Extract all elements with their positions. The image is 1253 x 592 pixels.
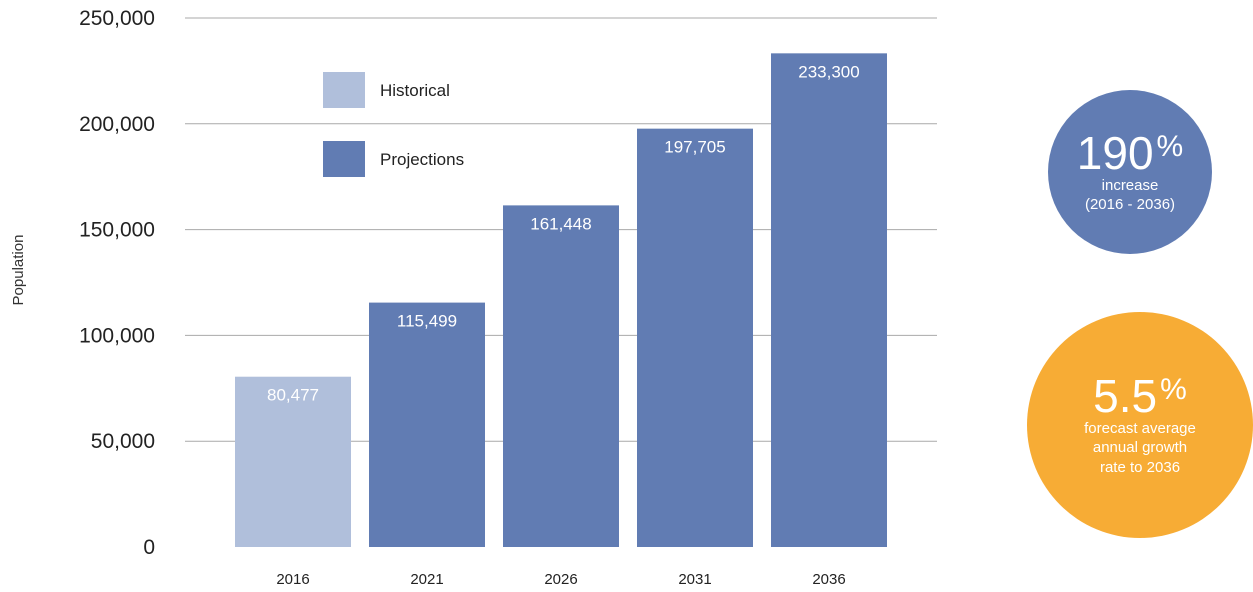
growth-percent-sign: % xyxy=(1160,372,1187,406)
x-tick-label-2016: 2016 xyxy=(276,571,309,588)
data-label-2031: 197,705 xyxy=(664,138,725,157)
y-axis-ticks: 0 50,000 100,000 150,000 200,000 250,000 xyxy=(79,7,155,559)
population-bar-chart: 0 50,000 100,000 150,000 200,000 250,000 80,4… xyxy=(10,7,937,588)
growth-caption-line-2: annual growth xyxy=(1092,439,1188,457)
x-tick-label-2026: 2026 xyxy=(544,571,577,588)
bar-2016 xyxy=(235,376,351,547)
x-tick-label-2036: 2036 xyxy=(812,571,845,588)
legend-label-historical: Historical xyxy=(380,81,450,100)
legend: Historical Projections xyxy=(323,72,464,177)
legend-label-projections: Projections xyxy=(380,150,464,169)
legend-swatch-projections xyxy=(323,141,365,177)
bar-2036 xyxy=(771,53,887,548)
growth-rate-badge: 5.5% forecast average annual growth rate… xyxy=(1027,312,1253,538)
data-labels: 80,477 115,499 161,448 197,705 233,300 xyxy=(267,62,860,404)
increase-caption: increase xyxy=(1101,176,1159,194)
y-axis-label: Population xyxy=(10,235,27,306)
x-tick-label-2021: 2021 xyxy=(410,571,443,588)
data-label-2021: 115,499 xyxy=(397,312,457,331)
y-tick-label: 50,000 xyxy=(91,430,155,453)
increase-badge: 190% increase (2016 - 2036) xyxy=(1048,90,1212,254)
legend-swatch-historical xyxy=(323,72,365,108)
data-label-2026: 161,448 xyxy=(530,214,591,233)
data-label-2036: 233,300 xyxy=(798,62,859,81)
y-tick-label: 0 xyxy=(143,536,155,559)
increase-value: 190 xyxy=(1076,126,1154,179)
y-tick-label: 100,000 xyxy=(79,324,155,347)
bar-2021 xyxy=(369,302,485,547)
bar-2031 xyxy=(637,128,753,547)
increase-period: (2016 - 2036) xyxy=(1084,196,1176,213)
bar-2026 xyxy=(503,205,619,547)
growth-caption-line-3: rate to 2036 xyxy=(1099,458,1181,476)
y-tick-label: 150,000 xyxy=(79,219,155,242)
bars xyxy=(235,53,887,548)
y-tick-label: 200,000 xyxy=(79,113,155,136)
x-axis-ticks: 2016 2021 2026 2031 2036 xyxy=(276,571,845,588)
data-label-2016: 80,477 xyxy=(267,386,319,405)
growth-caption-line-1: forecast average xyxy=(1084,419,1196,437)
increase-percent-sign: % xyxy=(1156,129,1184,163)
growth-value: 5.5 xyxy=(1093,369,1158,422)
y-tick-label: 250,000 xyxy=(79,7,155,30)
x-tick-label-2031: 2031 xyxy=(678,571,711,588)
